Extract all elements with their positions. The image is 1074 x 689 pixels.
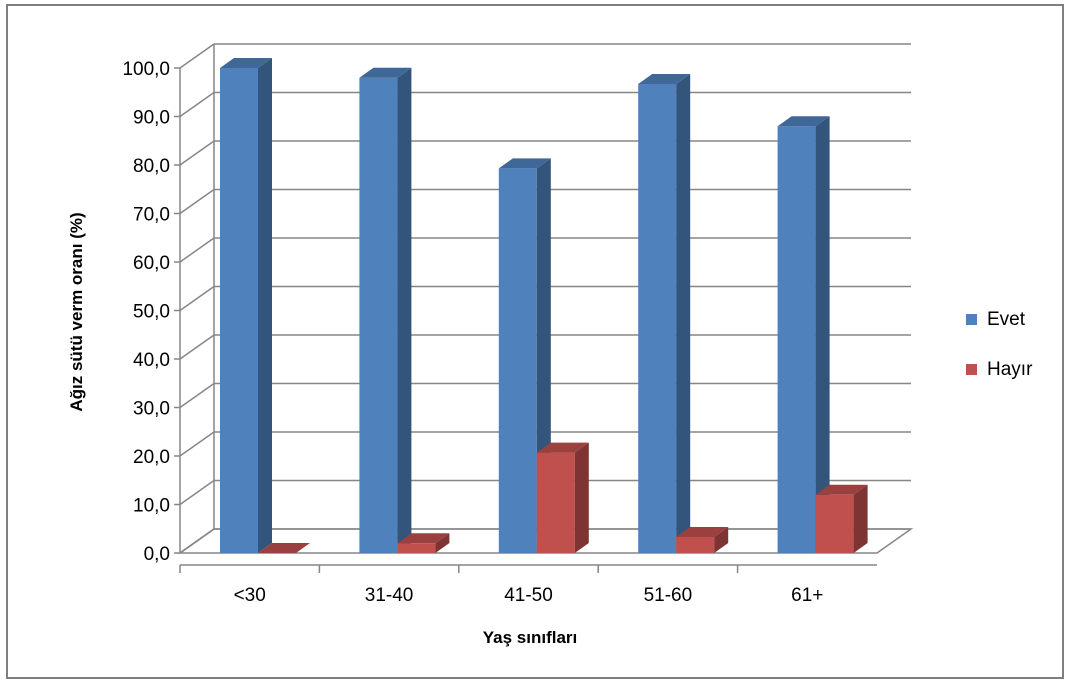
bar bbox=[815, 484, 868, 553]
y-tick-label: 40,0 bbox=[133, 350, 170, 371]
legend-label: Hayır bbox=[987, 359, 1033, 380]
y-tick-label: 30,0 bbox=[133, 399, 170, 420]
gridline-side bbox=[179, 237, 215, 263]
bar bbox=[359, 67, 412, 553]
bar-top bbox=[536, 442, 589, 453]
gridline-side bbox=[179, 43, 215, 69]
bar-side bbox=[435, 533, 450, 553]
bar bbox=[638, 74, 691, 553]
bar-front bbox=[536, 452, 575, 553]
bar bbox=[397, 533, 450, 553]
bar-front bbox=[359, 77, 398, 553]
x-tick-label: 51-60 bbox=[644, 585, 693, 606]
legend-swatch bbox=[966, 314, 977, 325]
y-tick-label: 0,0 bbox=[144, 544, 170, 565]
bar-front bbox=[638, 84, 677, 553]
y-tick-label: 60,0 bbox=[133, 253, 170, 274]
y-axis-title: Ağız sütü verm oranı (%) bbox=[67, 212, 86, 411]
x-tick-labels: <30 31-40 41-50 51-60 61+ bbox=[234, 585, 824, 606]
x-tick-label: 41-50 bbox=[504, 585, 553, 606]
bar-top bbox=[359, 67, 412, 78]
axes bbox=[174, 44, 877, 573]
bar bbox=[220, 58, 272, 553]
legend-swatch bbox=[966, 364, 977, 375]
bar-top bbox=[397, 533, 450, 544]
bar-top bbox=[638, 74, 691, 85]
legend: Evet Hayır bbox=[966, 309, 1033, 380]
legend-label: Evet bbox=[987, 309, 1026, 330]
bar-front bbox=[777, 126, 816, 553]
bar bbox=[536, 442, 589, 553]
bar-front bbox=[220, 68, 258, 553]
x-tick-label: <30 bbox=[234, 585, 266, 606]
gridline-side bbox=[179, 334, 215, 360]
bar-top bbox=[815, 484, 868, 495]
y-tick-label: 20,0 bbox=[133, 447, 170, 468]
x-axis-title: Yaş sınıfları bbox=[483, 628, 578, 647]
bar-top bbox=[220, 58, 272, 68]
y-tick-label: 80,0 bbox=[133, 156, 170, 177]
y-tick-label: 10,0 bbox=[133, 496, 170, 517]
gridline-side bbox=[179, 188, 215, 215]
y-tick-label: 70,0 bbox=[133, 205, 170, 226]
bar bbox=[777, 116, 830, 553]
bar bbox=[258, 543, 310, 553]
gridline-side bbox=[179, 382, 215, 409]
bar-top bbox=[258, 543, 310, 553]
gridline-side bbox=[179, 431, 215, 457]
bar-side bbox=[714, 526, 729, 553]
x-tick-label: 31-40 bbox=[365, 585, 414, 606]
y-tick-label: 90,0 bbox=[133, 108, 170, 129]
gridline-side bbox=[179, 91, 215, 118]
bar-side bbox=[676, 74, 691, 553]
gridline-side bbox=[179, 285, 215, 312]
bar-top bbox=[498, 158, 551, 169]
bar-side bbox=[853, 484, 868, 553]
bar-side bbox=[258, 58, 272, 553]
bar-side bbox=[397, 67, 412, 553]
bar-top bbox=[676, 526, 729, 537]
bar bbox=[676, 526, 729, 553]
bar-front bbox=[815, 494, 854, 553]
x-tick-label: 61+ bbox=[791, 585, 823, 606]
bar-side bbox=[574, 442, 589, 553]
gridline-side bbox=[179, 479, 215, 506]
bar-front bbox=[397, 543, 436, 553]
y-tick-label: 50,0 bbox=[133, 302, 170, 323]
bar-front bbox=[498, 168, 537, 553]
bars bbox=[220, 58, 868, 553]
bar-front bbox=[676, 536, 715, 553]
gridline-side bbox=[179, 140, 215, 166]
gridline-side bbox=[179, 528, 215, 554]
y-tick-labels: 0,0 10,0 20,0 30,0 40,0 50,0 60,0 70,0 80,0 90,0 1… bbox=[122, 59, 170, 565]
y-tick-label: 100,0 bbox=[122, 59, 170, 80]
bar-side bbox=[815, 116, 830, 553]
bar-top bbox=[777, 116, 830, 127]
